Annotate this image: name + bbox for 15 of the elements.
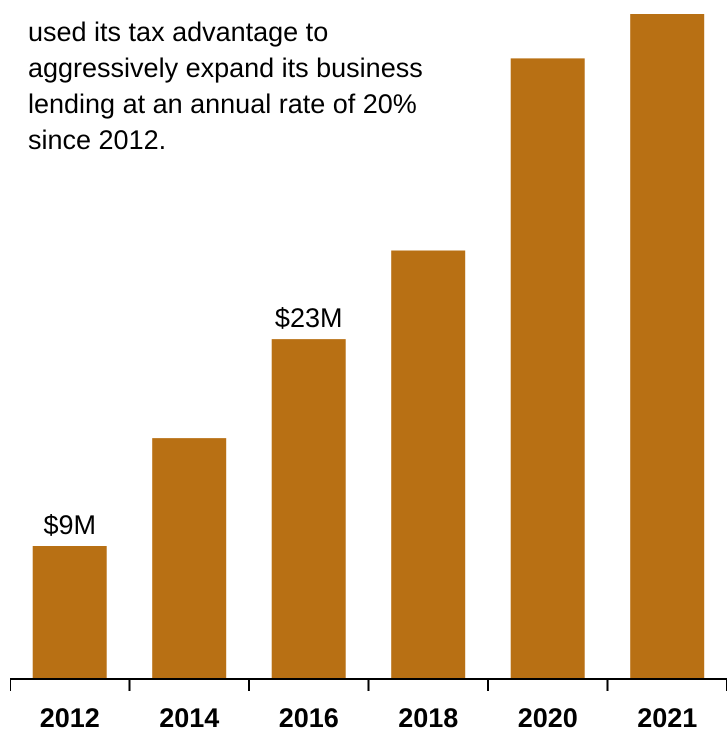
bar xyxy=(510,58,585,679)
x-tick-label: 2021 xyxy=(637,703,698,732)
x-tick-label: 2014 xyxy=(159,703,220,732)
annotation: used its tax advantage to aggressively expand its business lending at an annual rate of 20% since 2012. xyxy=(28,16,424,157)
data-label: $9M xyxy=(43,510,96,540)
x-tick-label: 2018 xyxy=(398,703,458,732)
bar xyxy=(391,250,466,679)
bar xyxy=(152,438,226,679)
x-tick-label: 2012 xyxy=(40,703,100,732)
bar xyxy=(272,339,346,679)
bar xyxy=(630,14,704,679)
x-tick-label: 2020 xyxy=(518,703,578,732)
x-tick-label: 2016 xyxy=(278,703,339,732)
data-label: $23M xyxy=(274,303,342,334)
bar xyxy=(32,546,107,679)
